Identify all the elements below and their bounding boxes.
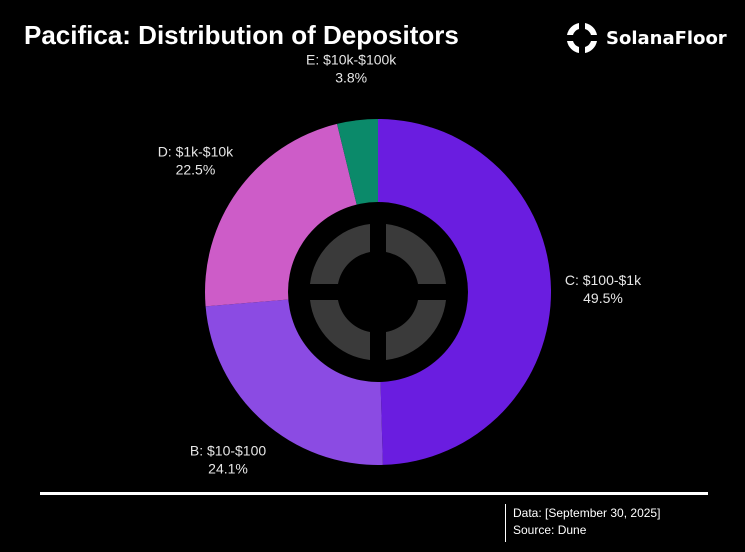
slice-value-label: 3.8%	[335, 70, 367, 86]
slice-category-label: B: $10-$100	[190, 443, 266, 459]
slice-value-label: 24.1%	[208, 461, 248, 477]
brand-name: SolanaFloor	[606, 27, 727, 49]
footer-notes: Data: [September 30, 2025] Source: Dune	[513, 505, 660, 539]
slice-category-label: D: $1k-$10k	[158, 143, 234, 159]
chart-title: Pacifica: Distribution of Depositors	[24, 20, 459, 50]
slice-value-label: 22.5%	[176, 161, 216, 177]
slice-category-label: E: $10k-$100k	[306, 52, 397, 68]
slice-category-label: C: $100-$1k	[565, 272, 642, 288]
slice-value-label: 49.5%	[583, 290, 623, 306]
data-source: Source: Dune	[513, 523, 587, 537]
solanafloor-logo-icon	[567, 23, 597, 53]
footer-rule	[505, 504, 506, 542]
brand-logo: SolanaFloor	[566, 22, 727, 54]
footer-divider	[40, 492, 708, 495]
donut-hole	[288, 202, 468, 382]
hole-watermark-icon	[310, 224, 446, 360]
data-date: Data: [September 30, 2025]	[513, 506, 661, 520]
